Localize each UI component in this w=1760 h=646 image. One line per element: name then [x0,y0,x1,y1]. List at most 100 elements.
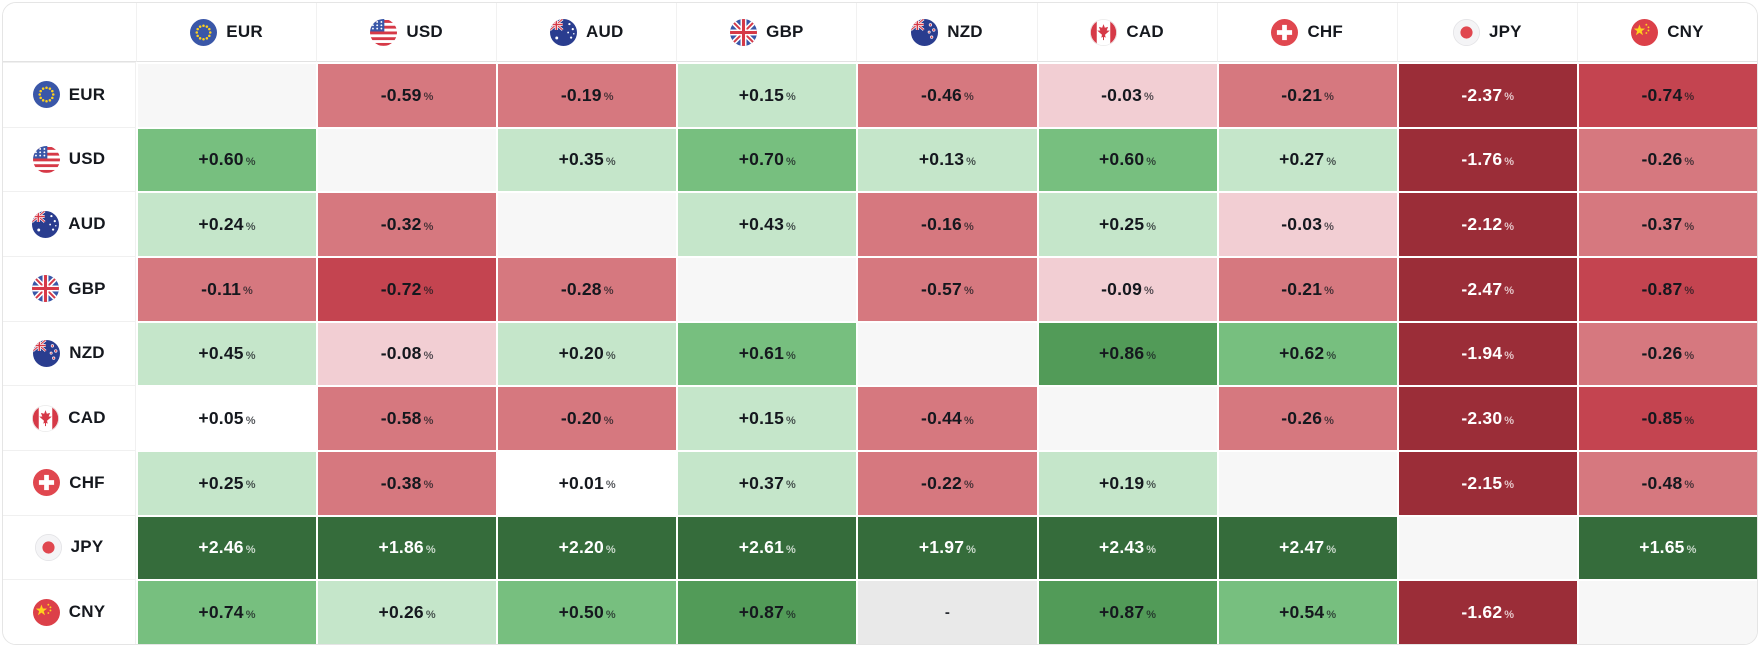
percent-suffix: % [1684,91,1695,104]
cell-chf-gbp: +0.37% [676,449,857,515]
cell-usd-usd [316,126,497,192]
column-header-label: JPY [1488,22,1522,41]
percent-suffix: % [786,349,797,362]
column-header-aud: AUD [496,3,677,62]
row-header-label: CNY [68,602,106,622]
cell-value: -0.37 [1641,213,1683,234]
cell-value: -0.48 [1641,472,1683,493]
row-header-nzd: NZD [3,320,136,386]
cell-eur-cny: -0.74% [1576,62,1757,127]
cell-value: +0.61 [738,343,785,364]
row-header-chf: CHF [3,449,136,515]
cell-value: +0.43 [738,213,785,234]
cell-jpy-cny: +1.65% [1576,514,1757,580]
cell-cny-jpy: -1.62% [1396,579,1577,644]
percent-suffix: % [423,285,434,298]
cell-value: +0.87 [738,601,785,622]
cell-jpy-chf: +2.47% [1216,514,1397,580]
percent-suffix: % [966,543,977,556]
cell-value: -1.62 [1461,601,1503,622]
percent-suffix: % [1504,91,1515,104]
cell-nzd-cny: -0.26% [1576,320,1757,386]
percent-suffix: % [966,155,977,168]
cell-value: -0.74 [1641,84,1683,105]
cell-eur-usd: -0.59% [316,62,497,127]
cell-value: -0.46 [921,84,962,105]
cell-chf-nzd: -0.22% [856,449,1037,515]
percent-suffix: % [963,285,974,298]
cell-value: -0.32 [380,213,422,234]
percent-suffix: % [1326,543,1337,556]
cell-cad-jpy: -2.30% [1396,385,1577,450]
percent-suffix: % [1504,285,1515,298]
column-header-nzd: NZD [856,3,1037,62]
cell-value: -0.03 [1101,84,1143,105]
cell-value: +0.60 [198,149,244,170]
cad-flag-icon [32,404,60,432]
percent-suffix: % [963,414,974,427]
cell-value: +0.05 [198,407,244,428]
percent-suffix: % [1504,414,1515,427]
cell-cny-aud: +0.50% [496,579,677,644]
cell-nzd-gbp: +0.61% [676,320,857,386]
percent-suffix: % [1324,220,1335,233]
percent-suffix: % [245,155,256,168]
cell-cny-eur: +0.74% [136,579,317,644]
percent-suffix: % [1144,91,1155,104]
percent-suffix: % [963,479,974,492]
cell-cny-nzd: - [856,579,1037,644]
cell-eur-cad: -0.03% [1036,62,1217,127]
cell-cad-eur: +0.05% [136,385,317,450]
cell-value: +0.15 [738,84,785,105]
cell-value: +1.86 [378,537,424,558]
percent-suffix: % [423,349,434,362]
percent-suffix: % [1146,608,1157,621]
gbp-flag-icon [730,18,758,46]
cell-usd-cny: -0.26% [1576,126,1757,192]
eur-flag-icon [32,81,60,109]
percent-suffix: % [963,91,974,104]
cell-value: -0.58 [380,407,422,428]
cell-usd-eur: +0.60% [136,126,317,192]
row-header-label: EUR [68,84,106,104]
percent-suffix: % [603,285,614,298]
cell-gbp-gbp [676,255,857,321]
cell-value: +0.62 [1279,343,1325,364]
cell-usd-jpy: -1.76% [1396,126,1577,192]
cell-chf-aud: +0.01% [496,449,677,515]
cell-chf-usd: -0.38% [316,449,497,515]
cell-value: -0.26 [1281,407,1323,428]
percent-suffix: % [1684,414,1695,427]
percent-suffix: % [1686,543,1697,556]
cell-gbp-eur: -0.11% [136,255,317,321]
cell-aud-nzd: -0.16% [856,191,1037,256]
percent-suffix: % [603,91,614,104]
cell-value: -2.12 [1461,213,1503,234]
percent-suffix: % [423,91,434,104]
jpy-flag-icon [34,533,62,561]
cell-cny-cny [1576,579,1757,644]
percent-suffix: % [1326,155,1337,168]
percent-suffix: % [605,608,616,621]
percent-suffix: % [423,414,434,427]
cell-value: -0.57 [921,278,962,299]
row-header-label: CHF [69,472,105,492]
cell-value: -1.94 [1461,343,1503,364]
cell-gbp-cny: -0.87% [1576,255,1757,321]
cell-aud-gbp: +0.43% [676,191,857,256]
cell-value: +0.27 [1279,149,1325,170]
column-header-label: USD [406,22,443,41]
percent-suffix: % [605,543,616,556]
percent-suffix: % [603,414,614,427]
percent-suffix: % [243,285,254,298]
cell-usd-chf: +0.27% [1216,126,1397,192]
percent-suffix: % [786,91,797,104]
cell-aud-cny: -0.37% [1576,191,1757,256]
cell-value: -0.09 [1101,278,1143,299]
cell-usd-gbp: +0.70% [676,126,857,192]
percent-suffix: % [1146,220,1157,233]
cell-value: -0.21 [1281,278,1323,299]
row-header-label: USD [68,149,106,169]
cell-jpy-eur: +2.46% [136,514,317,580]
percent-suffix: % [245,608,256,621]
